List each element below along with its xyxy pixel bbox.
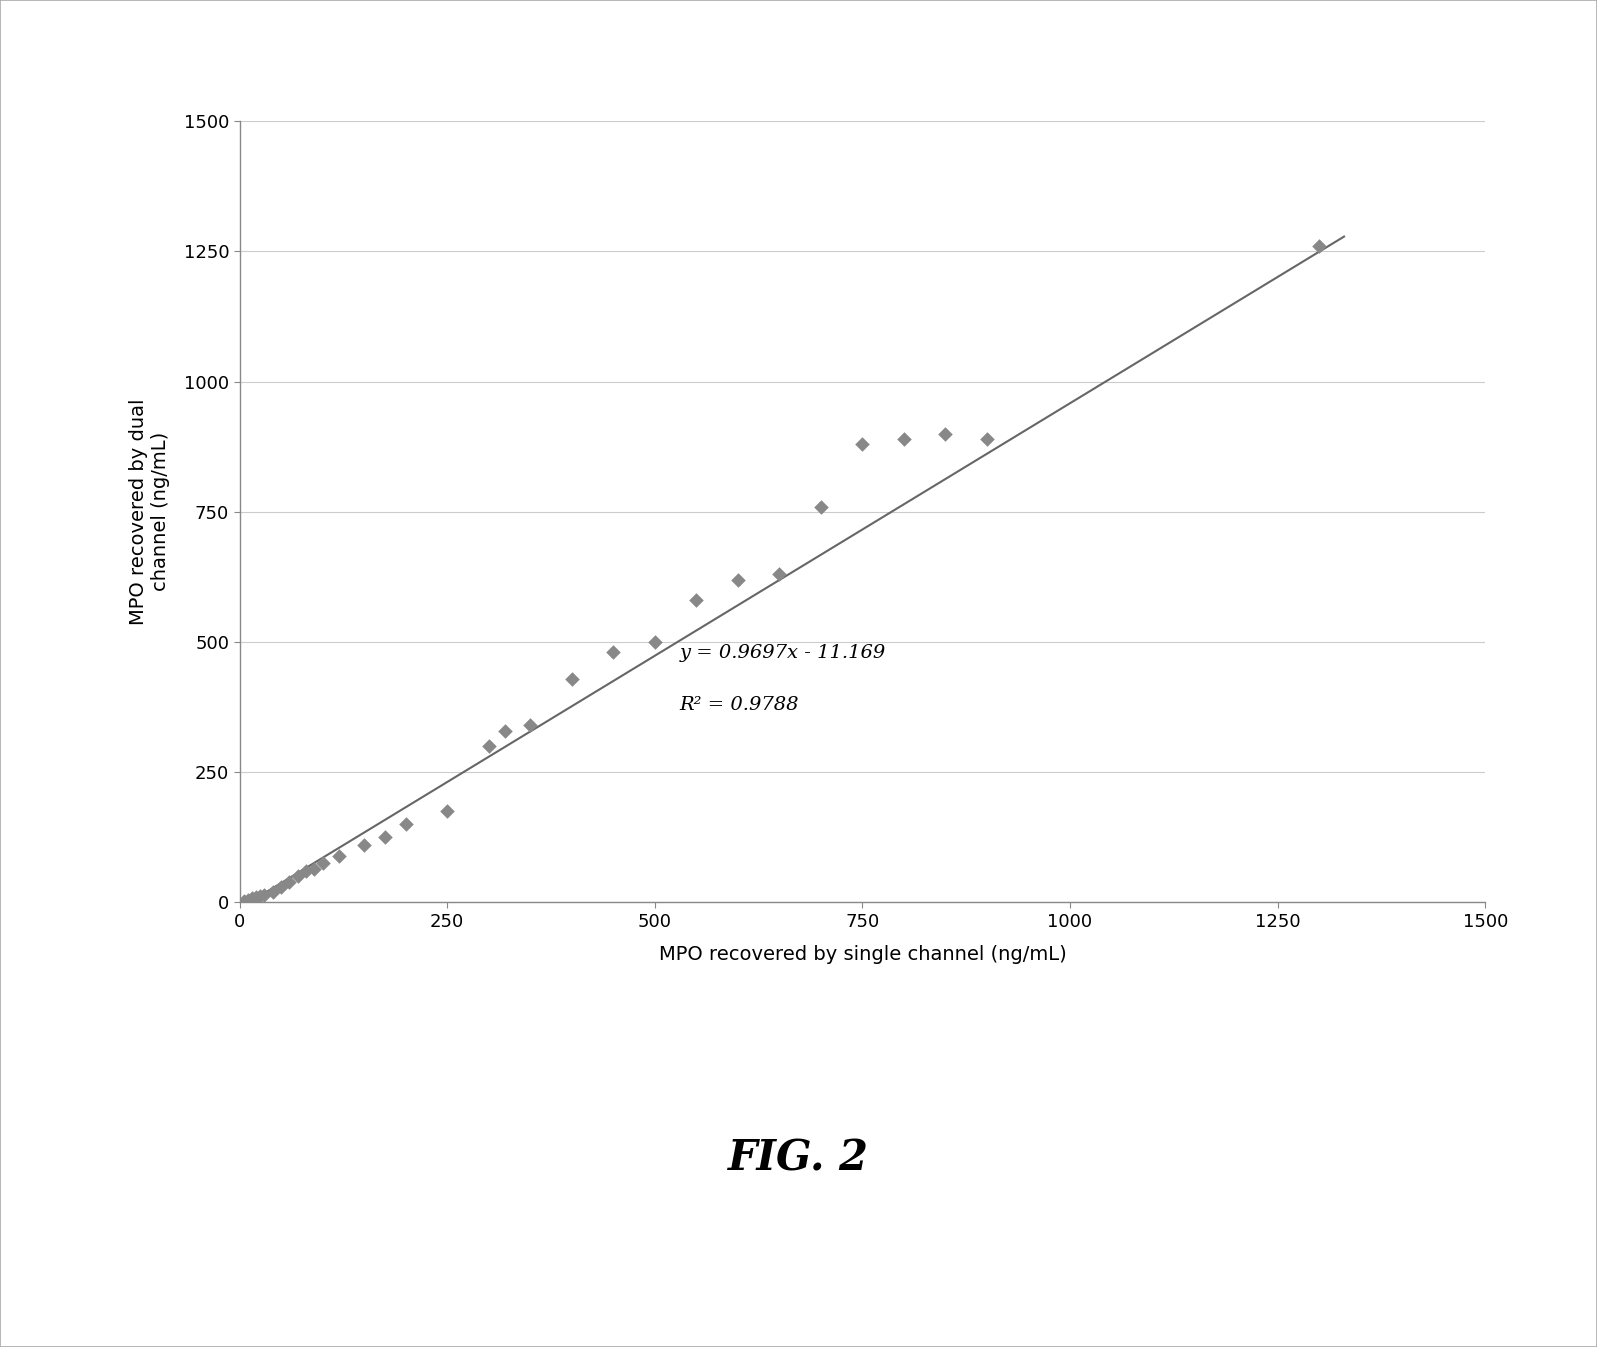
Point [310,853,335,874]
Point [351,834,377,855]
Point [492,719,517,741]
Point [891,428,917,450]
Point [252,884,278,905]
Point [326,845,351,866]
Point [248,885,273,907]
Point [684,590,709,612]
Point [476,735,501,757]
Point [517,715,543,737]
Point [240,888,265,909]
Point [933,423,958,445]
Text: FIG. 2: FIG. 2 [728,1137,869,1180]
Point [600,641,626,663]
Point [642,632,668,653]
X-axis label: MPO recovered by single channel (ng/mL): MPO recovered by single channel (ng/mL) [658,944,1067,964]
Point [974,428,1000,450]
Point [725,568,751,590]
Point [559,668,585,690]
Point [232,890,257,912]
Point [276,872,302,893]
Point [294,861,319,882]
Point [850,434,875,455]
Point [268,876,294,897]
Point [302,858,327,880]
Point [235,889,260,911]
Point [767,563,792,585]
Point [372,827,398,849]
Point [808,496,834,517]
Y-axis label: MPO recovered by dual
channel (ng/mL): MPO recovered by dual channel (ng/mL) [129,399,169,625]
Point [284,866,310,888]
Point [393,814,418,835]
Text: y = 0.9697x - 11.169: y = 0.9697x - 11.169 [680,644,886,661]
Text: R² = 0.9788: R² = 0.9788 [680,696,798,714]
Point [260,881,286,902]
Point [434,800,460,822]
Point [243,886,268,908]
Point [1306,236,1332,257]
